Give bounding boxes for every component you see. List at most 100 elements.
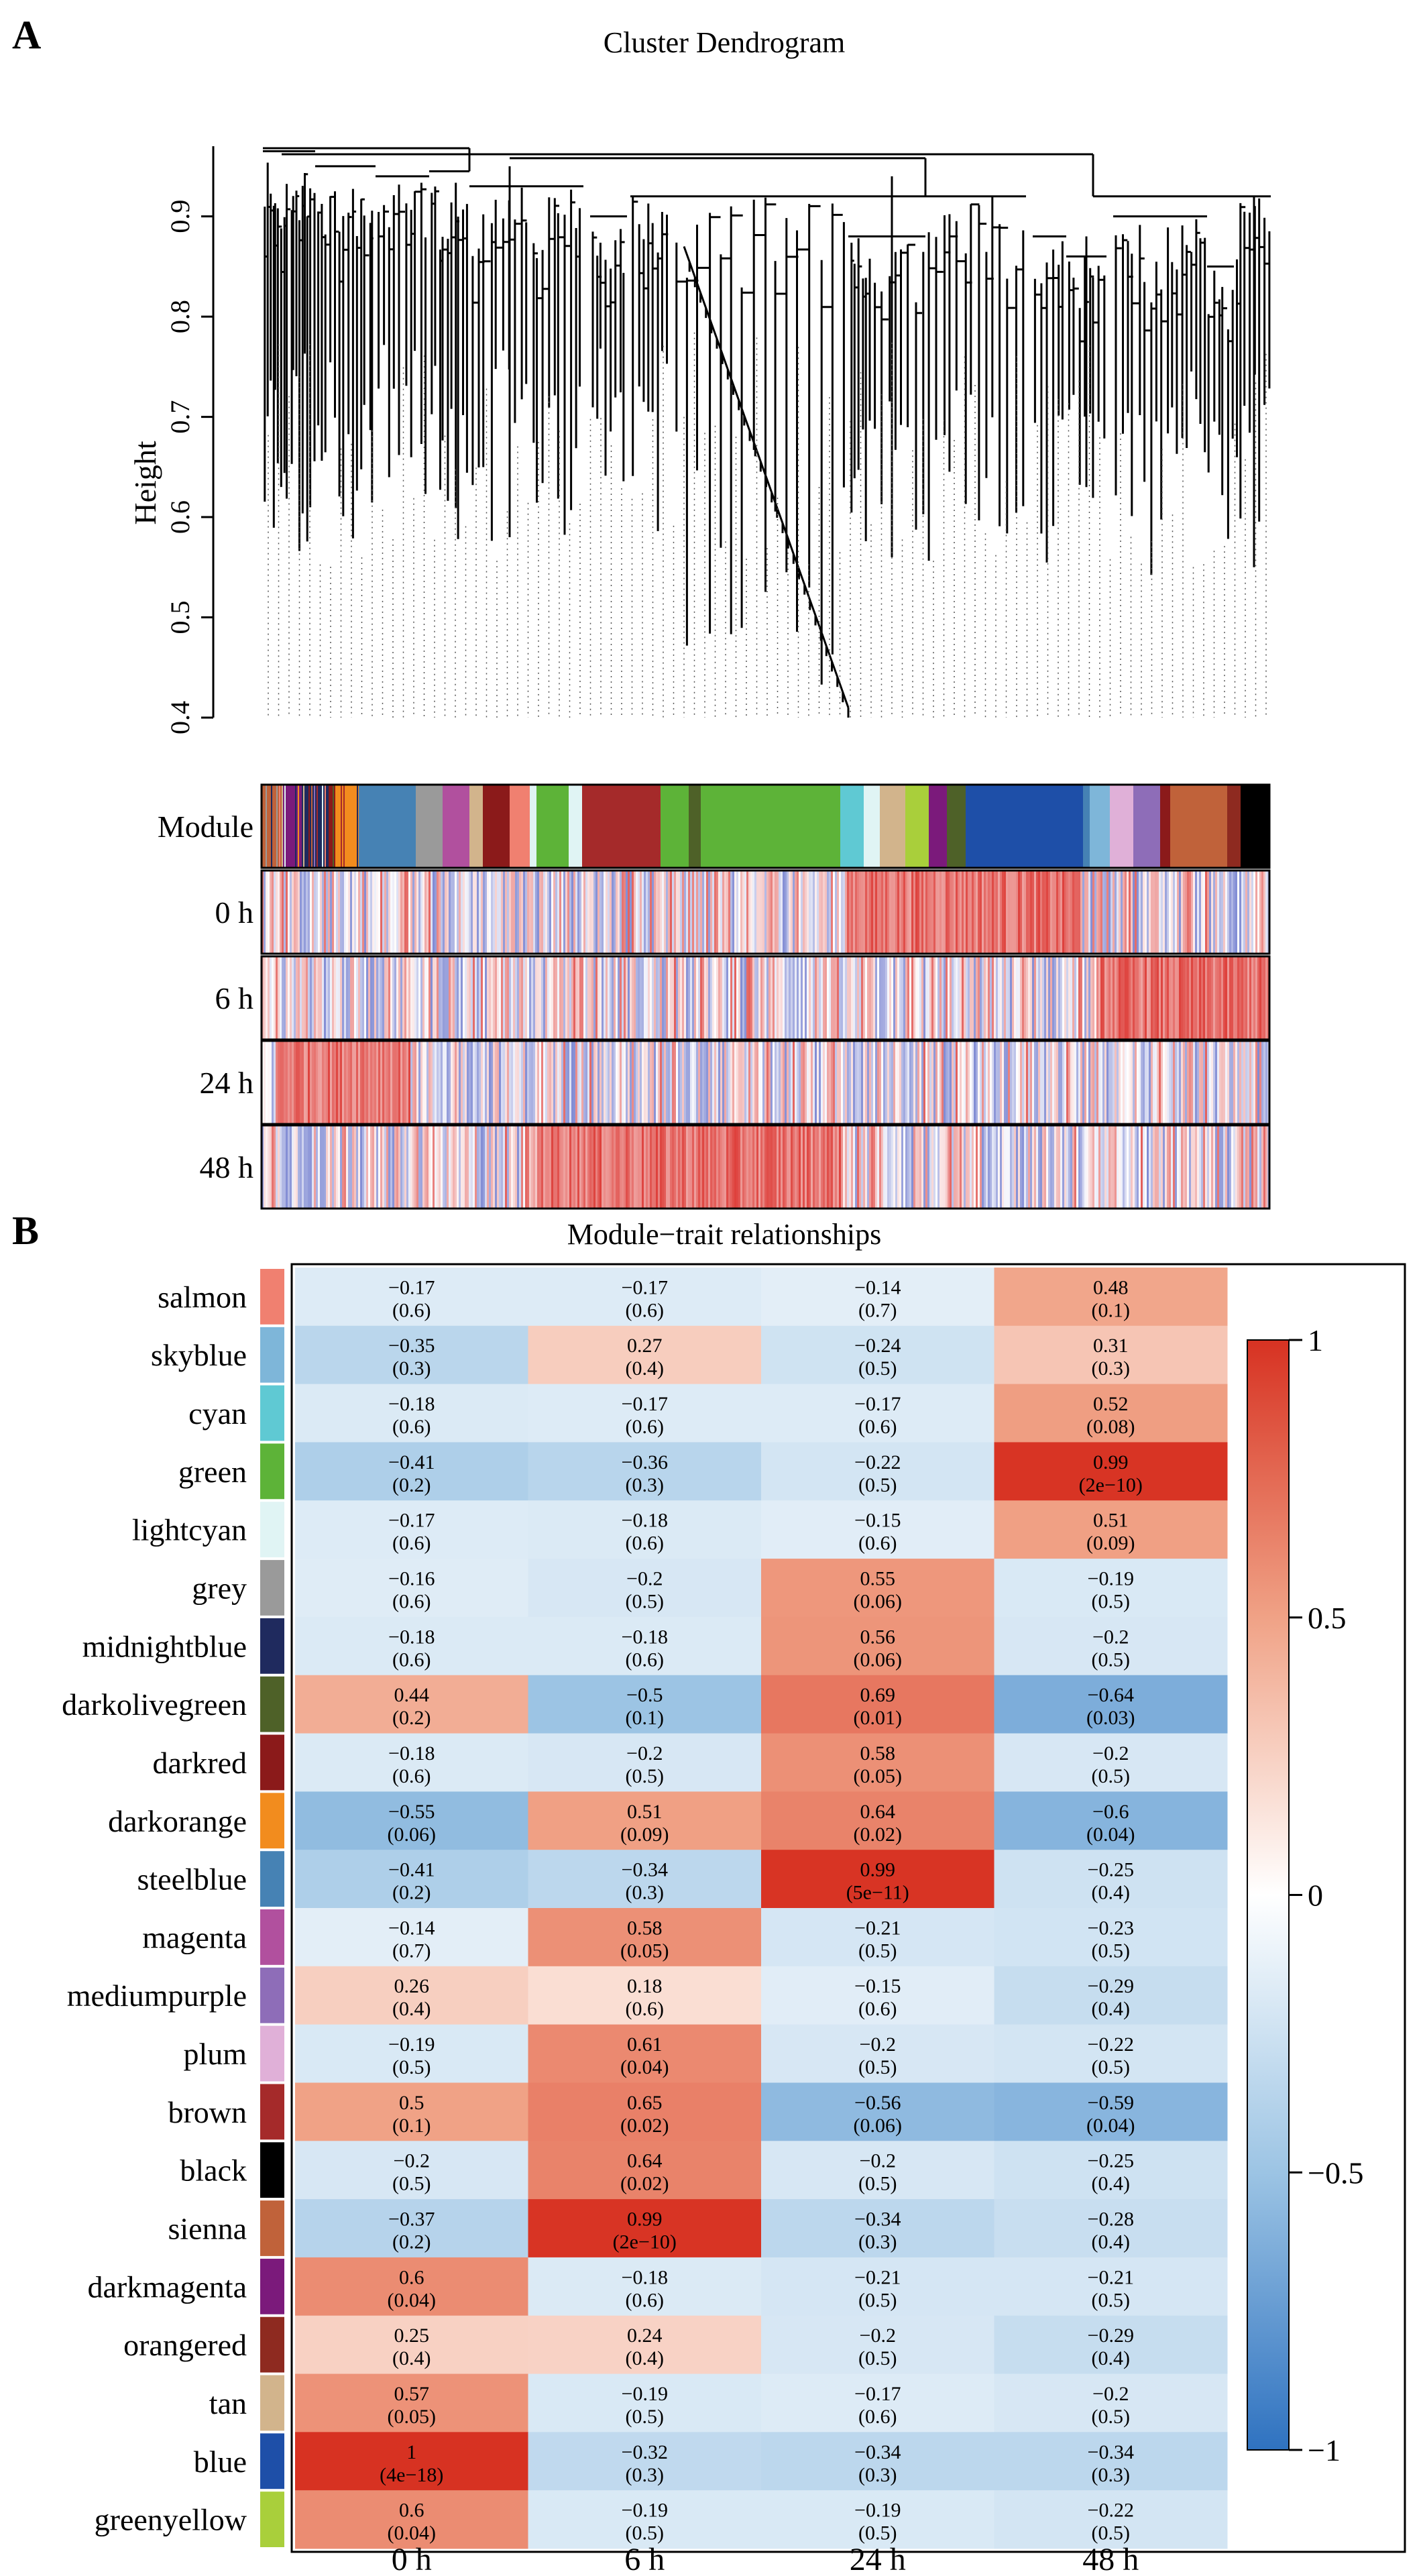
trait-stripe	[593, 1041, 595, 1124]
trait-stripe	[1249, 1041, 1251, 1124]
trait-stripe	[344, 871, 346, 954]
trait-stripe	[1088, 1125, 1090, 1209]
trait-stripe	[533, 871, 535, 954]
trait-stripe	[648, 1125, 650, 1209]
module-segment	[947, 785, 966, 868]
trait-stripe	[748, 956, 750, 1040]
trait-stripe	[1207, 1041, 1209, 1124]
trait-stripe	[956, 956, 958, 1040]
cell-pvalue: (0.6)	[858, 1998, 897, 2020]
trait-stripe	[1231, 1041, 1233, 1124]
trait-stripe	[284, 1125, 286, 1209]
heatmap-cell	[295, 2315, 528, 2375]
trait-stripe	[394, 1125, 396, 1209]
trait-stripe	[642, 1041, 644, 1124]
trait-stripe	[1183, 956, 1185, 1040]
trait-stripe	[531, 1041, 533, 1124]
module-stripe	[343, 785, 345, 868]
trait-stripe	[752, 1125, 754, 1209]
module-stripe	[298, 785, 299, 868]
trait-stripe	[356, 1041, 358, 1124]
cell-pvalue: (0.5)	[1092, 1940, 1130, 1962]
trait-stripe	[455, 1125, 457, 1209]
trait-stripe	[724, 956, 726, 1040]
cell-correlation: −0.19	[854, 2500, 901, 2522]
trait-stripe	[712, 871, 714, 954]
trait-stripe	[334, 1125, 336, 1209]
trait-stripe	[1125, 1125, 1127, 1209]
trait-stripe	[1193, 956, 1195, 1040]
trait-stripe	[471, 1125, 473, 1209]
trait-stripe	[674, 1125, 676, 1209]
cell-correlation: −0.22	[854, 1451, 901, 1473]
trait-stripe	[1016, 956, 1018, 1040]
trait-stripe	[382, 871, 384, 954]
trait-stripe	[1119, 956, 1121, 1040]
trait-stripe	[1255, 1125, 1257, 1209]
trait-stripe	[418, 1041, 420, 1124]
trait-stripe	[503, 1125, 505, 1209]
trait-stripe	[559, 1125, 561, 1209]
trait-stripe	[286, 1125, 288, 1209]
trait-stripe	[521, 956, 523, 1040]
cell-pvalue: (0.1)	[1092, 1299, 1130, 1321]
trait-stripe	[1173, 956, 1175, 1040]
trait-stripe	[360, 1041, 362, 1124]
trait-stripe	[877, 956, 879, 1040]
trait-stripe	[893, 956, 895, 1040]
trait-stripe	[1082, 1041, 1084, 1124]
trait-stripe	[439, 1125, 441, 1209]
trait-stripe	[855, 871, 857, 954]
cell-pvalue: (0.3)	[626, 1882, 664, 1904]
trait-stripe	[296, 871, 298, 954]
trait-stripe	[664, 1041, 666, 1124]
trait-stripe	[811, 1041, 813, 1124]
trait-stripe	[475, 1041, 477, 1124]
trait-stripe	[1197, 956, 1199, 1040]
trait-stripe	[515, 956, 517, 1040]
trait-stripe	[352, 956, 354, 1040]
module-segment	[1227, 785, 1241, 868]
trait-stripe	[1205, 1041, 1207, 1124]
heatmap-cell	[761, 2257, 994, 2316]
trait-stripe	[1030, 1041, 1032, 1124]
cell-pvalue: (0.04)	[620, 2056, 669, 2078]
trait-stripe	[597, 1125, 600, 1209]
trait-stripe	[581, 956, 583, 1040]
trait-stripe	[451, 1125, 453, 1209]
trait-stripe	[328, 1041, 330, 1124]
cell-pvalue: (0.3)	[626, 1474, 664, 1496]
trait-stripe	[469, 871, 471, 954]
trait-stripe	[839, 956, 841, 1040]
trait-stripe	[348, 1041, 350, 1124]
trait-stripe	[493, 1125, 495, 1209]
trait-stripe	[668, 956, 670, 1040]
trait-stripe	[497, 956, 499, 1040]
trait-stripe	[960, 1125, 962, 1209]
trait-stripe	[736, 956, 738, 1040]
trait-stripe	[847, 1125, 849, 1209]
trait-stripe	[298, 956, 300, 1040]
trait-stripe	[626, 871, 628, 954]
trait-stripe	[771, 871, 773, 954]
cell-correlation: 0.48	[1093, 1276, 1129, 1298]
trait-stripe	[384, 871, 386, 954]
trait-stripe	[447, 1125, 449, 1209]
trait-stripe	[1229, 956, 1231, 1040]
cell-pvalue: (0.6)	[626, 1648, 664, 1671]
trait-stripe	[1032, 871, 1034, 954]
trait-stripe	[1066, 956, 1068, 1040]
trait-stripe	[509, 871, 511, 954]
trait-stripe	[990, 1041, 992, 1124]
cell-pvalue: (0.5)	[858, 2522, 897, 2544]
cell-pvalue: (0.6)	[626, 1299, 664, 1321]
trait-stripe	[994, 871, 996, 954]
trait-stripe	[833, 1125, 835, 1209]
trait-stripe	[475, 1125, 477, 1209]
trait-stripe	[1185, 871, 1187, 954]
trait-stripe	[1223, 1041, 1225, 1124]
trait-stripe	[467, 1125, 469, 1209]
trait-stripe	[1038, 956, 1040, 1040]
trait-stripe	[402, 956, 404, 1040]
trait-stripe	[974, 1125, 976, 1209]
